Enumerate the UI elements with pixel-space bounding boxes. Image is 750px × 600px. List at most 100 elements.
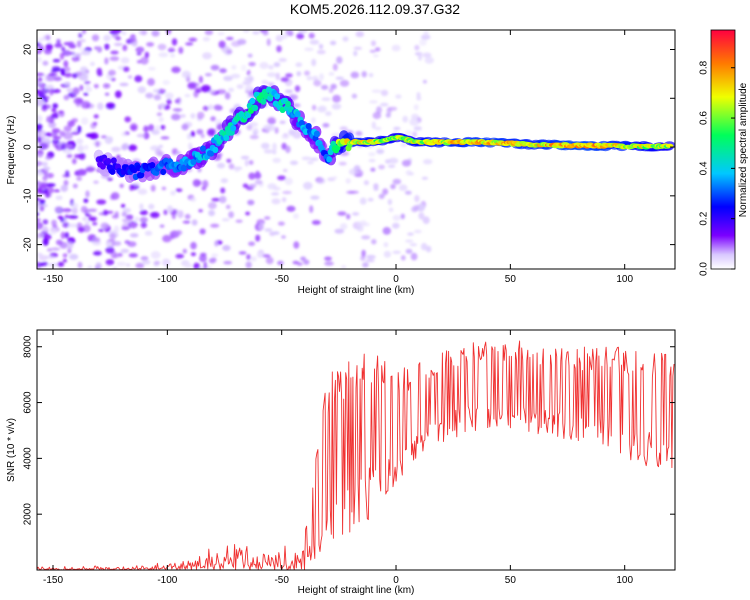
noise-blob <box>63 179 69 186</box>
noise-blob <box>166 98 172 105</box>
noise-blob <box>263 149 274 154</box>
noise-blob <box>409 118 420 126</box>
noise-blob <box>375 47 381 52</box>
noise-blob <box>221 218 230 222</box>
noise-blob <box>304 47 314 52</box>
noise-blob <box>386 107 392 115</box>
noise-blob <box>42 161 47 168</box>
noise-blob <box>409 243 418 247</box>
noise-blob <box>123 66 130 72</box>
noise-blob <box>203 261 208 269</box>
noise-blob <box>376 106 382 114</box>
noise-blob <box>228 211 235 219</box>
noise-blob <box>148 66 156 71</box>
noise-blob <box>141 30 147 36</box>
noise-blob <box>51 247 60 251</box>
noise-blob <box>122 218 131 223</box>
noise-blob <box>78 32 83 39</box>
noise-blob <box>180 114 186 118</box>
noise-blob <box>163 209 168 216</box>
noise-blob <box>105 102 116 110</box>
colorbar-label: Normalized spectral amplitude <box>738 82 749 217</box>
noise-blob <box>413 204 420 211</box>
noise-blob <box>284 89 293 94</box>
noise-blob <box>210 116 216 122</box>
noise-blob <box>230 73 241 79</box>
ridge-core <box>99 163 106 170</box>
noise-blob <box>303 181 313 190</box>
noise-blob <box>201 84 211 93</box>
noise-blob <box>332 176 338 180</box>
noise-blob <box>167 47 175 53</box>
noise-blob <box>153 94 162 101</box>
noise-blob <box>256 252 264 258</box>
colorbar-frame <box>710 29 736 270</box>
noise-blob <box>155 125 160 132</box>
noise-blob <box>367 197 374 202</box>
noise-blob <box>121 131 127 137</box>
noise-blob <box>79 39 86 43</box>
noise-blob <box>361 71 367 78</box>
noise-blob <box>60 184 68 192</box>
noise-blob <box>267 82 275 86</box>
noise-blob <box>71 202 79 210</box>
x-tick-label: 100 <box>616 274 633 285</box>
noise-blob <box>219 195 227 204</box>
noise-blob <box>105 241 112 247</box>
noise-blob <box>336 56 343 64</box>
noise-blob <box>316 49 326 55</box>
snr-x-label: Height of straight line (km) <box>298 585 415 596</box>
colorbar-tick-label: 0.4 <box>699 161 710 175</box>
noise-blob <box>237 38 247 45</box>
noise-blob <box>422 79 427 84</box>
noise-blob <box>356 221 363 228</box>
noise-blob <box>52 103 59 109</box>
noise-blob <box>107 177 113 181</box>
noise-blob <box>340 223 348 230</box>
colorbar-tick-label: 0.0 <box>699 262 710 276</box>
noise-blob <box>373 54 379 58</box>
noise-blob <box>61 46 66 52</box>
noise-blob <box>281 134 290 140</box>
noise-blob <box>67 120 75 127</box>
noise-blob <box>162 234 172 243</box>
noise-blob <box>150 184 156 192</box>
noise-blob <box>244 76 255 82</box>
ridge-core <box>305 123 312 130</box>
noise-blob <box>190 113 196 119</box>
noise-blob <box>46 248 53 252</box>
noise-blob <box>248 160 254 165</box>
noise-blob <box>175 188 183 192</box>
noise-blob <box>77 169 87 176</box>
noise-blob <box>182 248 187 254</box>
noise-blob <box>38 130 47 139</box>
noise-blob <box>409 172 415 176</box>
noise-blob <box>296 33 305 40</box>
noise-blob <box>87 208 97 212</box>
noise-blob <box>65 170 70 177</box>
colorbar-tick-label: 0.6 <box>699 111 710 125</box>
noise-blob <box>121 144 128 151</box>
noise-blob <box>361 235 371 240</box>
noise-blob <box>60 231 66 239</box>
noise-blob <box>137 86 147 94</box>
noise-blob <box>55 195 63 200</box>
noise-blob <box>246 254 251 260</box>
noise-blob <box>105 259 115 266</box>
noise-blob <box>92 251 102 255</box>
noise-blob <box>66 88 74 92</box>
noise-blob <box>40 142 50 150</box>
noise-blob <box>254 179 263 185</box>
y-tick-label: 6000 <box>23 391 34 414</box>
noise-blob <box>337 211 347 216</box>
ridge-core <box>294 111 301 118</box>
noise-blob <box>228 87 235 92</box>
noise-blob <box>313 79 322 87</box>
noise-blob <box>226 49 233 54</box>
noise-blob <box>104 92 110 96</box>
noise-blob <box>241 64 247 72</box>
noise-blob <box>288 31 294 37</box>
colorbar: 0.0 0.2 0.4 0.6 0.8 Normalized spectral ampl… <box>699 29 749 276</box>
noise-blob <box>64 232 69 239</box>
noise-blob <box>68 223 78 228</box>
